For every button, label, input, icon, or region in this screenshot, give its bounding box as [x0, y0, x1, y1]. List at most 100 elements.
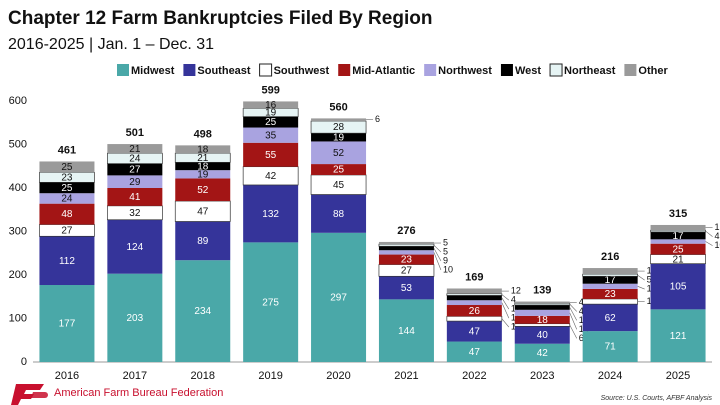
bar-segment	[378, 241, 434, 245]
y-tick-label: 300	[9, 225, 27, 237]
total-label: 599	[261, 84, 279, 96]
data-label: 9	[443, 255, 448, 265]
legend-swatch	[549, 63, 563, 77]
bar-segment	[650, 243, 706, 255]
data-label: 71	[605, 342, 617, 353]
data-label: 18	[197, 161, 209, 172]
data-label: 124	[127, 242, 144, 253]
leader-line	[433, 244, 442, 253]
data-label: 23	[61, 172, 73, 183]
leader-line	[705, 241, 713, 246]
data-label: 25	[672, 244, 684, 255]
data-label: 10	[443, 264, 453, 274]
data-label: 10	[715, 240, 720, 250]
x-tick-label: 2021	[394, 370, 418, 382]
y-tick-label: 500	[9, 138, 27, 150]
leader-line	[501, 318, 510, 328]
bar-segment	[175, 178, 231, 202]
total-label: 139	[533, 284, 551, 296]
bar-segment	[446, 305, 502, 317]
data-label: 42	[537, 348, 549, 359]
bar-segment	[107, 144, 163, 154]
bar-segment	[39, 161, 95, 173]
data-label: 52	[197, 185, 209, 196]
legend-label: Southeast	[197, 65, 251, 77]
bar-segment	[378, 299, 434, 362]
bar-segment	[107, 273, 163, 362]
data-label: 234	[194, 306, 211, 317]
data-label: 18	[537, 315, 549, 326]
data-label: 19	[265, 108, 277, 119]
bar-segment	[378, 250, 434, 255]
bar-segment	[311, 118, 367, 122]
bar-segment	[175, 162, 231, 171]
data-label: 47	[197, 206, 209, 217]
data-label: 32	[129, 208, 141, 219]
bar-segment	[446, 293, 503, 296]
x-tick-label: 2018	[191, 370, 215, 382]
footer-source: Source: U.S. Courts, AFBF Analysis	[601, 395, 713, 402]
bar-segment	[39, 193, 95, 204]
data-label: 16	[265, 100, 277, 111]
leader-line	[705, 230, 713, 237]
data-label: 19	[197, 169, 209, 180]
data-label: 5	[443, 237, 448, 247]
leader-line	[569, 303, 577, 312]
bar-segment	[175, 145, 231, 154]
data-label: 177	[59, 319, 76, 330]
x-tick-label: 2016	[55, 370, 79, 382]
bar-segment	[174, 200, 231, 222]
bar-segment	[243, 142, 299, 167]
bar-segment	[514, 343, 570, 362]
data-label: 29	[129, 177, 141, 188]
data-label: 24	[129, 154, 141, 165]
data-label: 55	[265, 150, 277, 161]
legend-label: Northeast	[564, 65, 616, 77]
data-label: 297	[330, 293, 347, 304]
bar-segment	[175, 260, 231, 362]
leader-line	[569, 307, 578, 321]
data-label: 52	[333, 148, 345, 159]
data-label: 35	[265, 130, 277, 141]
data-label: 5	[443, 246, 448, 256]
data-label: 23	[401, 255, 413, 266]
x-tick-label: 2017	[123, 370, 147, 382]
data-label: 28	[333, 122, 345, 133]
bar-segment	[582, 288, 638, 299]
bar-segment	[243, 127, 299, 143]
bar-segment	[514, 305, 570, 310]
data-label: 25	[61, 183, 73, 194]
data-label: 88	[333, 209, 345, 220]
total-label: 501	[126, 127, 144, 139]
bar-segment	[446, 321, 502, 342]
leader-line	[569, 312, 578, 330]
bar-segment	[243, 242, 299, 362]
bar-segment	[582, 331, 638, 362]
footer-organization: American Farm Bureau Federation	[54, 387, 223, 399]
data-label: 41	[129, 192, 141, 203]
bar-segment	[107, 219, 163, 274]
bar-segment	[514, 302, 571, 306]
total-label: 169	[465, 271, 483, 283]
total-label: 315	[669, 208, 687, 220]
data-label: 5	[647, 274, 652, 284]
leader-line	[501, 302, 510, 319]
data-label: 27	[401, 266, 413, 277]
bar-segment	[514, 326, 570, 344]
legend-swatch	[500, 64, 513, 76]
data-label: 21	[197, 153, 209, 164]
data-label: 18	[197, 144, 209, 155]
data-label: 105	[670, 282, 687, 293]
legend-swatch	[424, 64, 437, 76]
x-tick-label: 2022	[462, 370, 486, 382]
data-label: 4	[511, 294, 516, 304]
data-label: 45	[333, 180, 345, 191]
bar-segment	[107, 175, 163, 188]
data-label: 53	[401, 283, 413, 294]
bar-segment	[175, 170, 231, 179]
bar-segment	[582, 276, 638, 284]
bar-segment	[243, 184, 299, 243]
data-label: 24	[61, 194, 73, 205]
data-label: 25	[333, 165, 345, 176]
bar-segment	[39, 285, 95, 362]
